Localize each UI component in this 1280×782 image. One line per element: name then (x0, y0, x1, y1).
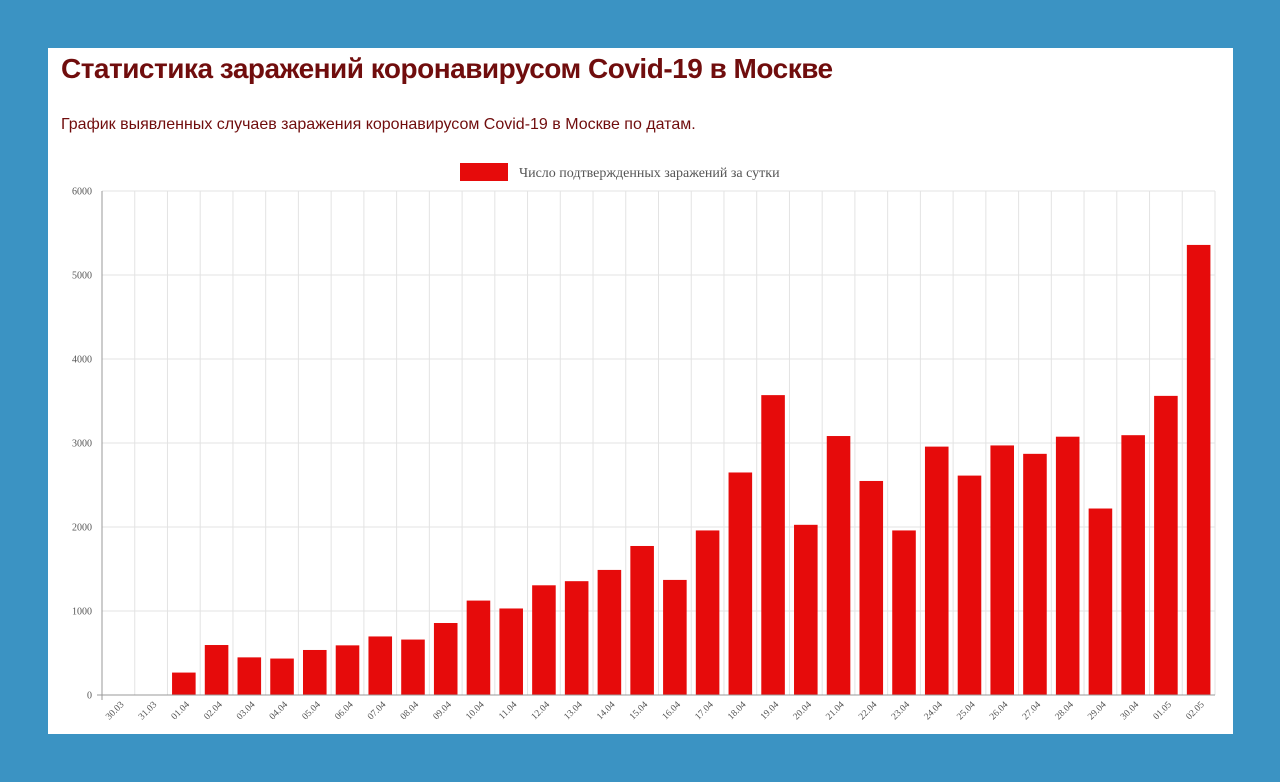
bar-04.04[interactable] (270, 658, 294, 695)
bar-06.04[interactable] (335, 645, 360, 695)
x-tick-label: 08.04 (399, 700, 421, 722)
x-tick-label: 30.04 (1119, 700, 1141, 722)
bar-16.04[interactable] (663, 579, 687, 695)
bar-14.04[interactable] (597, 569, 622, 695)
y-tick-label: 2000 (72, 523, 92, 534)
page-subtitle: График выявленных случаев заражения коро… (61, 116, 696, 133)
legend-label[interactable]: Число подтвержденных заражений за сутки (519, 166, 780, 181)
bar-25.04[interactable] (957, 475, 982, 695)
x-tick-label: 17.04 (694, 700, 716, 722)
bar-03.04[interactable] (237, 657, 262, 695)
chart-axes (97, 191, 1215, 700)
chart-legend[interactable]: Число подтвержденных заражений за сутки (460, 163, 780, 181)
x-tick-label: 14.04 (595, 700, 617, 722)
x-tick-label: 23.04 (890, 700, 912, 722)
bar-02.05[interactable] (1186, 244, 1211, 696)
x-tick-label: 21.04 (824, 700, 846, 722)
x-tick-label: 28.04 (1054, 700, 1076, 722)
bar-13.04[interactable] (564, 581, 589, 695)
bar-07.04[interactable] (368, 636, 393, 695)
x-tick-label: 09.04 (432, 700, 454, 722)
bar-21.04[interactable] (826, 436, 851, 695)
x-tick-label: 02.05 (1185, 700, 1207, 722)
bar-10.04[interactable] (466, 600, 491, 695)
x-tick-label: 01.04 (170, 700, 192, 722)
bar-chart: 0 1000 2000 3000 4000 5000 6000 30.03 31.03 01.0… (72, 163, 1216, 722)
x-tick-label: 05.04 (301, 700, 323, 722)
x-tick-label: 01.05 (1152, 700, 1174, 722)
x-tick-label: 06.04 (333, 700, 355, 722)
bar-11.04[interactable] (499, 608, 523, 695)
legend-swatch[interactable] (460, 163, 508, 181)
x-tick-label: 04.04 (268, 700, 290, 722)
y-tick-label: 4000 (72, 355, 92, 366)
bar-08.04[interactable] (401, 639, 425, 695)
x-tick-label: 03.04 (235, 700, 257, 722)
y-tick-label: 3000 (72, 439, 92, 450)
bar-24.04[interactable] (924, 446, 949, 695)
bar-01.04[interactable] (172, 672, 196, 695)
bar-29.04[interactable] (1088, 508, 1113, 695)
y-tick-label: 1000 (72, 607, 92, 618)
x-tick-label: 24.04 (923, 700, 945, 722)
x-tick-label: 20.04 (792, 700, 814, 722)
x-tick-label: 31.03 (137, 700, 159, 722)
x-tick-label: 22.04 (857, 700, 879, 722)
x-tick-label: 19.04 (759, 700, 781, 722)
x-tick-label: 16.04 (661, 700, 683, 722)
bar-18.04[interactable] (728, 472, 753, 695)
chart-bars (172, 244, 1211, 696)
x-tick-label: 18.04 (726, 700, 748, 722)
bar-15.04[interactable] (630, 545, 654, 695)
x-tick-label: 30.03 (104, 700, 126, 722)
x-tick-label: 29.04 (1086, 700, 1108, 722)
bar-22.04[interactable] (859, 480, 884, 695)
bar-09.04[interactable] (433, 623, 458, 695)
x-tick-label: 12.04 (530, 700, 552, 722)
bar-01.05[interactable] (1154, 395, 1178, 695)
bar-26.04[interactable] (990, 445, 1015, 695)
bar-28.04[interactable] (1055, 436, 1080, 695)
x-tick-label: 15.04 (628, 700, 650, 722)
y-tick-label: 5000 (72, 271, 92, 282)
bar-17.04[interactable] (695, 530, 720, 695)
x-tick-label: 13.04 (563, 700, 585, 722)
bar-23.04[interactable] (892, 530, 916, 695)
y-tick-label: 0 (87, 691, 92, 702)
bar-02.04[interactable] (204, 645, 229, 695)
bar-19.04[interactable] (761, 395, 785, 695)
bar-20.04[interactable] (794, 524, 818, 695)
bar-12.04[interactable] (532, 585, 556, 695)
x-tick-label: 10.04 (464, 700, 486, 722)
x-tick-label: 11.04 (497, 700, 519, 722)
x-tick-label: 26.04 (988, 700, 1010, 722)
bar-05.04[interactable] (302, 649, 327, 695)
x-axis-ticks: 30.03 31.03 01.04 02.04 03.04 04.04 05.04 06.04… (104, 700, 1207, 722)
x-tick-label: 25.04 (955, 700, 977, 722)
chart-grid (101, 190, 1216, 696)
bar-30.04[interactable] (1121, 435, 1145, 695)
chart-card: Статистика заражений коронавирусом Covid… (48, 48, 1233, 734)
y-axis-ticks: 0 1000 2000 3000 4000 5000 6000 (72, 187, 92, 702)
x-tick-label: 27.04 (1021, 700, 1043, 722)
x-tick-label: 02.04 (203, 700, 225, 722)
bar-27.04[interactable] (1023, 453, 1047, 695)
page-title: Статистика заражений коронавирусом Covid… (61, 53, 833, 84)
y-tick-label: 6000 (72, 187, 92, 198)
x-tick-label: 07.04 (366, 700, 388, 722)
